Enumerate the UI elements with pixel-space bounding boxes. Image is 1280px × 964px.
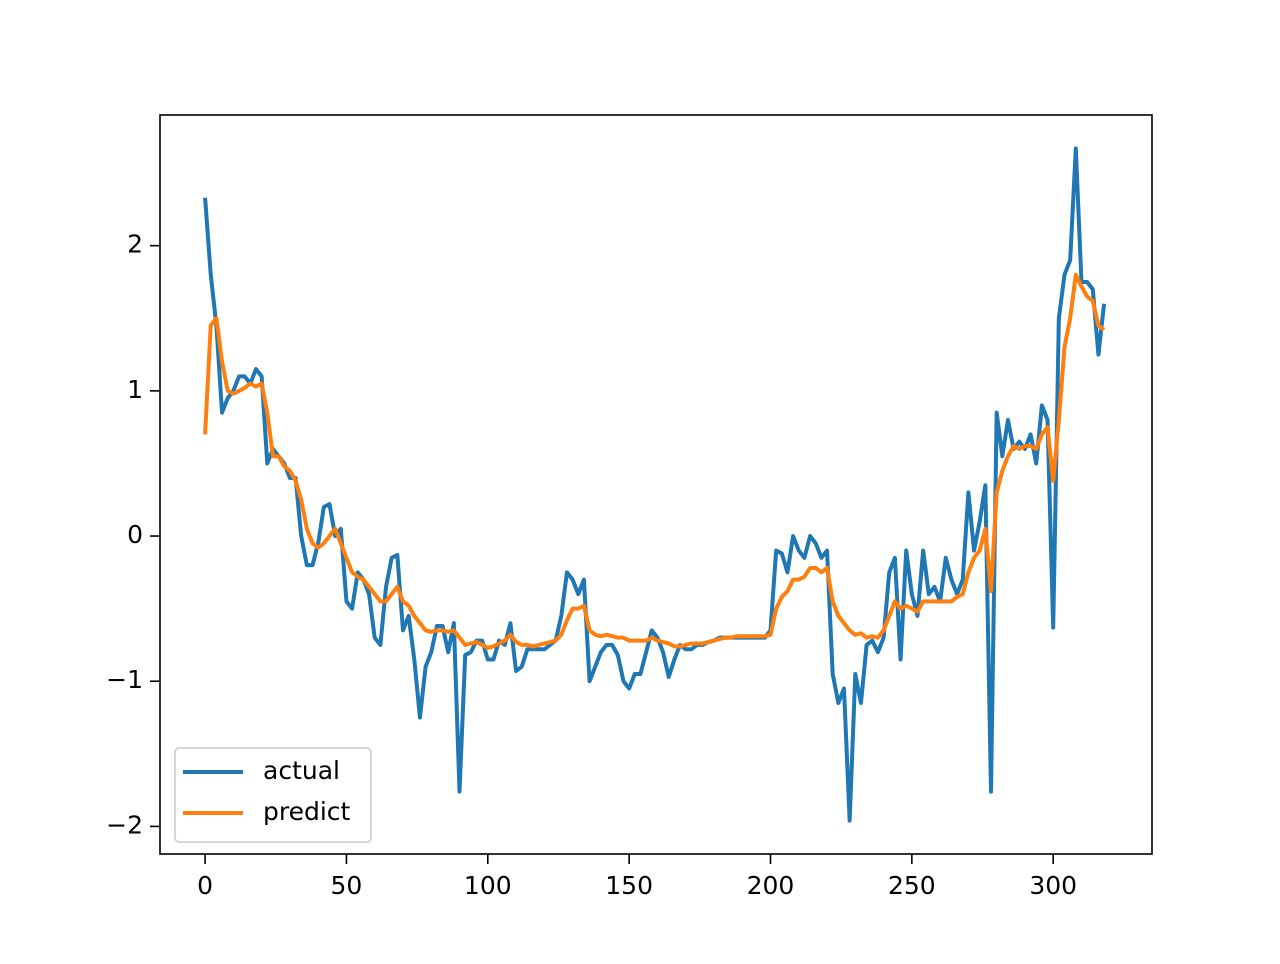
legend-label: actual <box>263 756 340 785</box>
x-tick-label: 300 <box>1029 871 1077 900</box>
series-line <box>203 146 1107 823</box>
legend-label: predict <box>263 797 351 826</box>
y-tick-label: 1 <box>127 375 143 404</box>
plot-frame <box>159 114 1153 855</box>
x-tick-label: 100 <box>464 871 512 900</box>
x-tick-label: 200 <box>747 871 795 900</box>
y-tick-label: 0 <box>127 520 143 549</box>
y-tick-label: 2 <box>127 230 143 259</box>
x-tick-label: 50 <box>331 871 363 900</box>
x-tick-label: 150 <box>605 871 653 900</box>
x-tick-label: 0 <box>197 871 213 900</box>
y-tick-label: −1 <box>106 665 143 694</box>
y-tick-label: −2 <box>106 810 143 839</box>
series-line <box>203 272 1106 650</box>
x-tick-label: 250 <box>888 871 936 900</box>
